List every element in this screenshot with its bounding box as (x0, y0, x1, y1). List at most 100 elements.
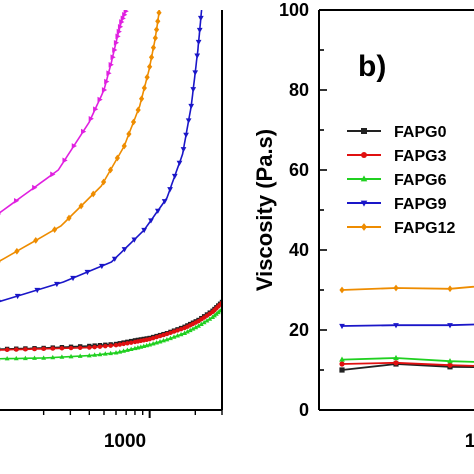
left-series-marker-1 (135, 106, 141, 114)
left-series-marker-0 (120, 15, 126, 22)
left-series-marker-4 (147, 337, 152, 342)
left-series-marker-4 (92, 344, 97, 350)
left-series-marker-4 (128, 340, 134, 345)
left-x-tick-label: 1000 (104, 431, 146, 452)
left-series-marker-0 (93, 106, 99, 113)
legend-label: FAPG0 (394, 124, 447, 141)
left-series-marker-5 (4, 356, 10, 361)
left-series-marker-5 (77, 353, 83, 358)
left-series-marker-4 (50, 346, 55, 351)
left-series-marker-0 (115, 33, 121, 40)
left-series-marker-2 (54, 281, 60, 288)
left-series-marker-2 (141, 227, 148, 234)
left-series-marker-2 (197, 15, 204, 22)
right-series-marker-3 (393, 323, 399, 329)
left-series-marker-4 (113, 343, 119, 348)
left-series-marker-5 (171, 334, 177, 339)
legend-label: FAPG3 (394, 148, 447, 165)
left-series-marker-2 (167, 187, 173, 193)
left-series-marker-2 (131, 237, 138, 243)
left-series-marker-2 (194, 53, 201, 59)
left-series-marker-5 (86, 352, 92, 358)
left-series-marker-5 (59, 354, 65, 359)
left-series-marker-2 (183, 132, 189, 138)
left-series-marker-4 (168, 330, 173, 335)
left-series-marker-1 (121, 142, 127, 150)
legend-marker (360, 200, 368, 207)
left-series-marker-4 (157, 333, 163, 339)
left-series-marker-0 (113, 39, 120, 46)
left-series-marker-0 (101, 87, 108, 93)
left-series-marker-4 (32, 346, 37, 352)
right-x-tick-label: 1 (465, 431, 474, 452)
left-series-marker-4 (154, 334, 159, 340)
left-plot-series (0, 10, 222, 361)
left-series-marker-2 (14, 293, 21, 300)
left-series-marker-5 (193, 324, 199, 330)
left-series-marker-1 (66, 214, 72, 222)
legend-label: FAPG12 (394, 220, 455, 237)
right-series-marker-1 (393, 360, 399, 366)
left-series-marker-0 (62, 157, 68, 164)
left-series-marker-5 (198, 321, 204, 326)
left-series-marker-5 (184, 329, 190, 334)
right-series-marker-1 (447, 362, 453, 368)
left-series-marker-5 (178, 331, 184, 337)
left-series-marker-5 (13, 355, 19, 361)
left-series-marker-4 (87, 345, 92, 350)
left-series-marker-0 (32, 184, 38, 191)
left-series-marker-2 (180, 147, 187, 153)
left-series-marker-1 (114, 154, 120, 162)
right-y-tick-label: 0 (299, 400, 309, 420)
left-series-marker-4 (23, 347, 28, 352)
left-series-marker-5 (182, 330, 188, 335)
legend-label: FAPG9 (394, 196, 447, 213)
left-series-marker-5 (217, 308, 222, 313)
left-series-marker-1 (52, 226, 58, 233)
left-series-marker-0 (110, 54, 116, 61)
left-series-marker-2 (190, 87, 197, 93)
right-series-marker-2 (393, 354, 399, 361)
left-series-line-0 (0, 10, 127, 214)
left-series-marker-4 (125, 341, 130, 346)
left-series-marker-2 (192, 70, 199, 76)
right-series-line-2 (341, 357, 474, 363)
left-series-marker-5 (168, 335, 173, 341)
left-series-marker-4 (178, 327, 184, 332)
left-series-marker-5 (22, 355, 28, 361)
left-series-marker-1 (107, 166, 114, 174)
right-series-marker-1 (339, 361, 345, 367)
left-series-marker-1 (130, 118, 137, 126)
right-y-tick-label: 80 (289, 80, 309, 100)
left-series-marker-4 (171, 329, 177, 334)
left-series-marker-2 (121, 247, 128, 253)
left-series-marker-1 (90, 190, 96, 198)
left-series-marker-5 (97, 351, 103, 357)
left-series-marker-2 (148, 218, 154, 224)
left-series-marker-5 (128, 346, 134, 352)
left-series-marker-5 (204, 318, 210, 323)
legend-marker (361, 128, 367, 134)
left-series-marker-4 (108, 343, 113, 348)
left-series-marker-2 (70, 275, 76, 282)
left-series-marker-5 (50, 354, 56, 360)
left-series-marker-2 (176, 160, 183, 166)
left-series-marker-2 (188, 103, 195, 110)
left-series-marker-0 (117, 23, 124, 30)
left-series-marker-5 (102, 351, 108, 356)
right-series-marker-2 (447, 358, 453, 364)
left-series-marker-1 (155, 17, 161, 25)
left-series-marker-1 (152, 34, 158, 42)
legend-item: FAPG9 (347, 196, 447, 213)
left-series-marker-5 (121, 348, 127, 353)
left-series-marker-0 (104, 78, 110, 85)
right-y-tick-label: 40 (289, 240, 309, 260)
right-series-marker-4 (447, 285, 453, 293)
left-series-marker-5 (117, 349, 123, 354)
left-series-marker-1 (138, 95, 145, 103)
right-series-marker-3 (447, 323, 453, 329)
legend-item: FAPG3 (347, 148, 447, 165)
right-plot-axes (318, 9, 474, 411)
legend-label: FAPG6 (394, 172, 447, 189)
right-series-marker-3 (339, 323, 345, 330)
